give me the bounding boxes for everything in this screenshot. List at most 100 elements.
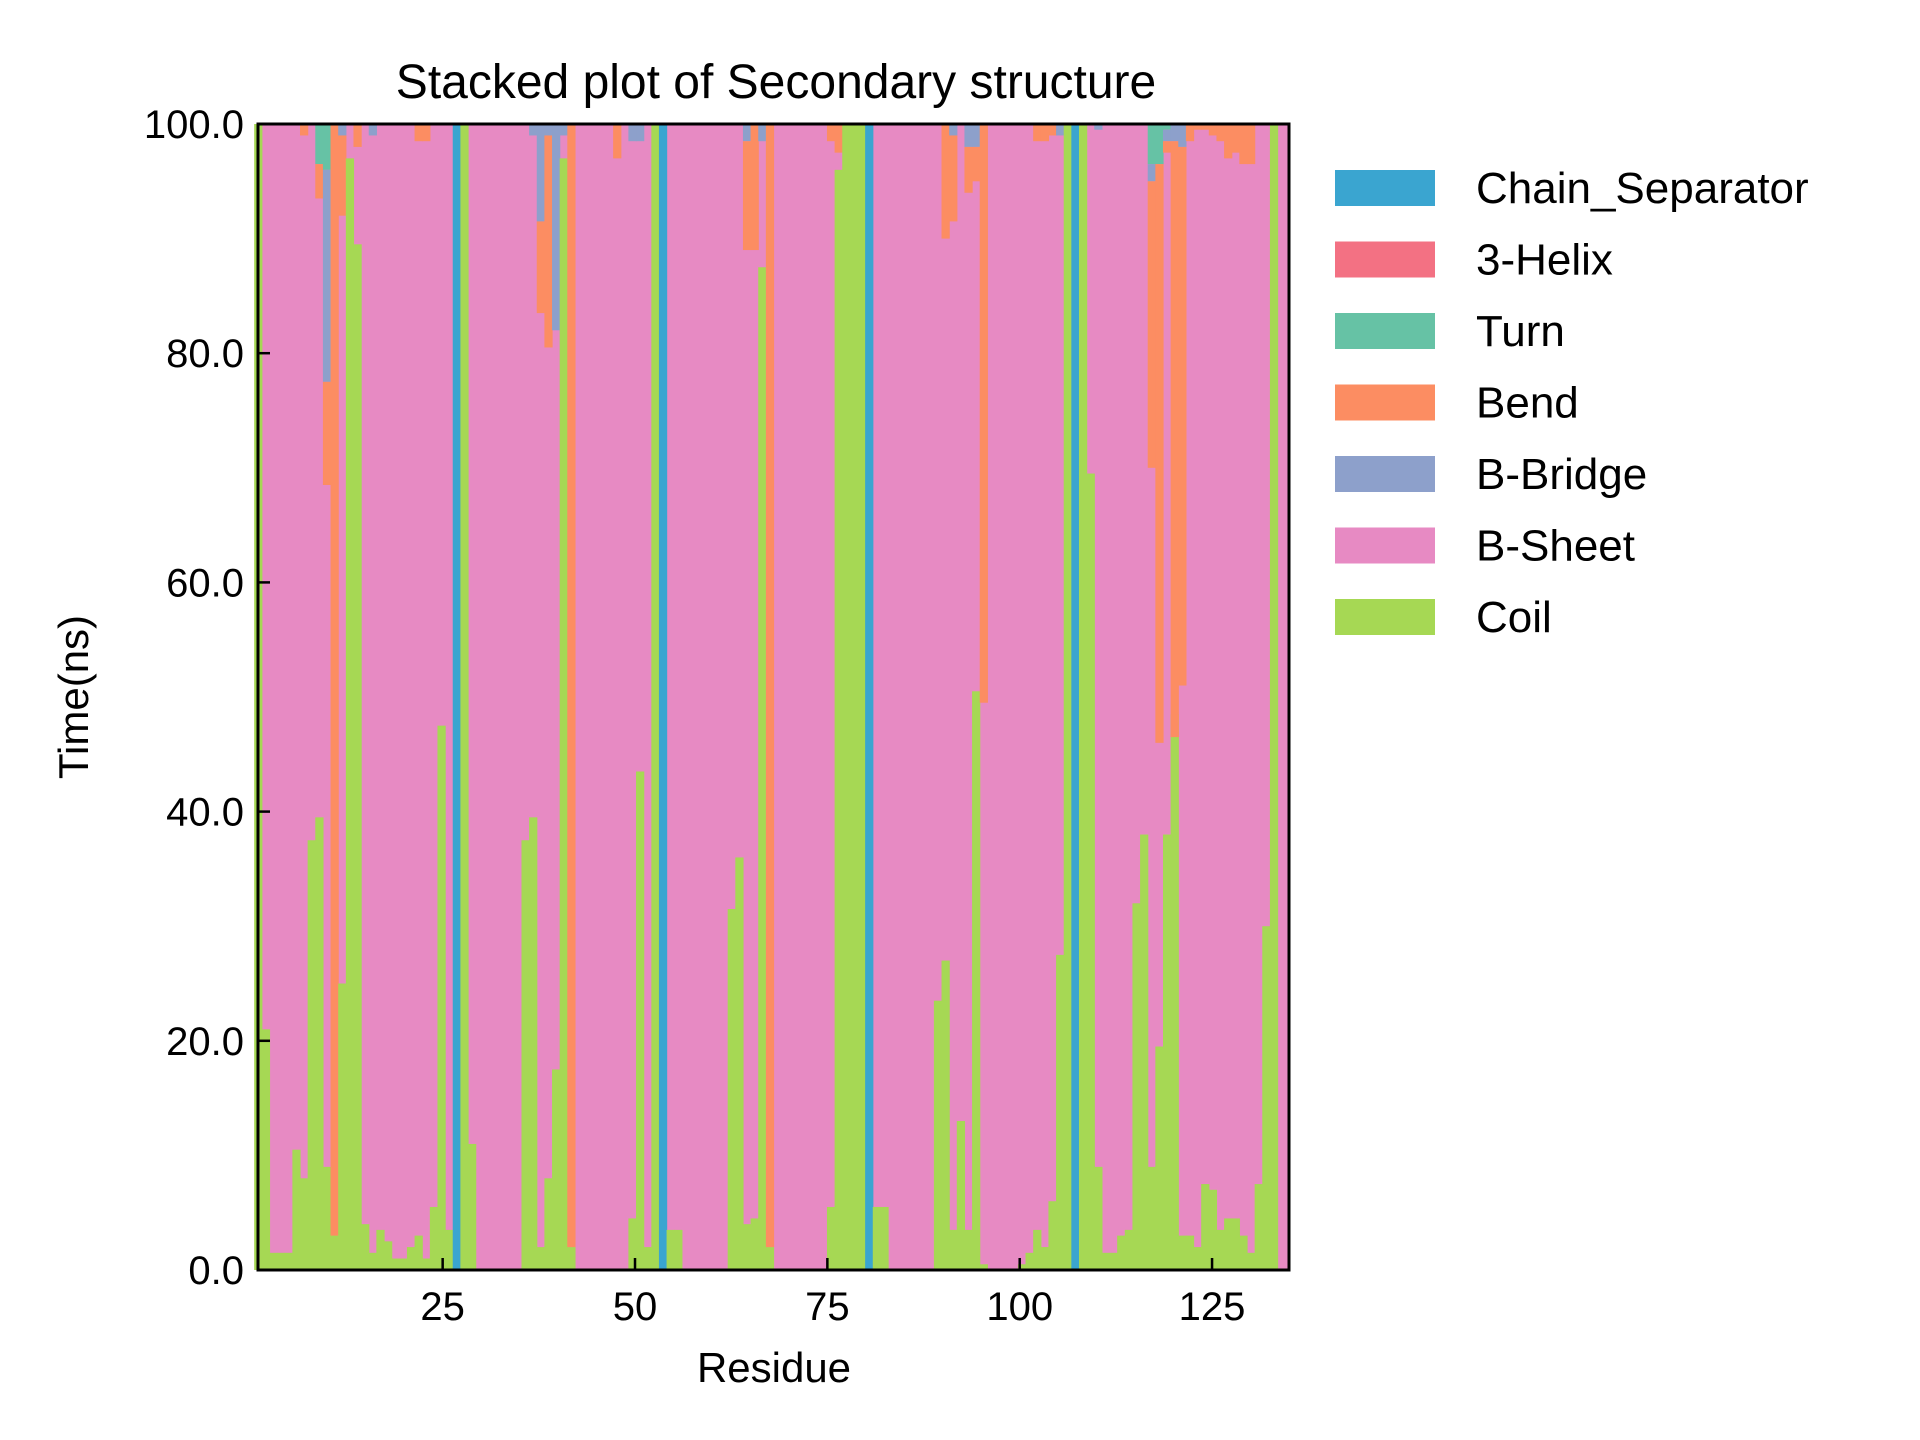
bar-bend	[1040, 124, 1050, 142]
y-axis-ticks: 0.0 20.0 40.0 60.0 80.0 100.0	[144, 103, 270, 1293]
bar-coil	[1170, 714, 1179, 1270]
bar-bend	[1155, 164, 1164, 743]
bar-coil	[674, 1229, 683, 1270]
bar-coil	[376, 1229, 385, 1270]
bar-coil	[964, 1229, 973, 1270]
bar-bend	[353, 124, 362, 147]
bar-bend	[765, 124, 775, 1248]
bar-coil	[391, 1258, 400, 1270]
legend-label: Chain_Separator	[1476, 164, 1809, 213]
bar-coil	[1086, 473, 1095, 1270]
bar-b-bridge	[544, 124, 553, 136]
bar-coil	[445, 1229, 454, 1270]
bar-bend	[941, 124, 950, 239]
bar-b-bridge	[322, 169, 332, 382]
bar-bend	[972, 146, 981, 182]
x-tick-label: 75	[805, 1285, 850, 1329]
y-tick-label: 100.0	[144, 103, 244, 147]
legend-swatch	[1335, 456, 1435, 492]
bar-coil	[269, 1252, 278, 1270]
bar-coil	[972, 691, 981, 1270]
bar-b-bridge	[1170, 124, 1179, 142]
stacked-bars	[254, 124, 1279, 1271]
bar-b-bridge	[636, 124, 645, 142]
y-tick-label: 20.0	[166, 1020, 244, 1064]
bar-coil	[277, 1252, 286, 1270]
bar-coil	[956, 1121, 966, 1270]
bar-coil	[727, 909, 736, 1270]
bar-turn	[1155, 124, 1164, 165]
legend-label: 3-Helix	[1476, 236, 1613, 285]
bar-bend	[1147, 181, 1156, 468]
bar-coil	[1155, 1046, 1164, 1270]
bar-coil	[941, 960, 950, 1270]
bar-bend	[826, 124, 836, 142]
bar-coil	[1140, 834, 1149, 1270]
bar-coil	[384, 1241, 393, 1270]
bar-b-bridge	[1147, 164, 1156, 182]
bar-coil	[353, 244, 362, 1271]
bar-bend	[964, 146, 973, 193]
bar-turn	[322, 124, 332, 170]
bar-coil	[261, 1029, 271, 1270]
y-axis-label: Time(ns)	[50, 615, 97, 779]
bar-coil	[1201, 1184, 1210, 1270]
bar-b-bridge	[1162, 129, 1172, 142]
x-tick-label: 25	[420, 1285, 465, 1329]
y-tick-label: 80.0	[166, 332, 244, 376]
legend-swatch	[1335, 313, 1435, 349]
bar-bend	[422, 124, 431, 142]
bar-coil	[750, 1218, 759, 1270]
bar-b-bridge	[1056, 124, 1065, 136]
bar-coil	[338, 983, 347, 1270]
bar-bend	[1193, 124, 1202, 130]
bar-coil	[322, 1166, 332, 1270]
bar-bend	[1162, 141, 1172, 153]
bar-b-bridge	[552, 124, 561, 331]
bar-coil	[1094, 1166, 1103, 1270]
bar-coil	[1040, 1247, 1050, 1270]
bar-b-bridge	[1178, 124, 1187, 147]
bar-coil	[460, 124, 469, 1270]
bar-coil	[1224, 1218, 1233, 1270]
bar-bend	[1170, 141, 1179, 738]
bar-bend	[834, 124, 843, 153]
bar-coil	[468, 1143, 477, 1270]
bar-bend	[338, 135, 347, 216]
bar-coil	[536, 1247, 545, 1270]
bar-coil	[1193, 1247, 1202, 1270]
bar-turn	[1162, 124, 1172, 130]
bar-coil	[559, 158, 568, 1270]
bar-bend	[1178, 146, 1187, 686]
bar-coil	[1017, 1264, 1027, 1270]
bar-bend	[315, 164, 324, 199]
bar-coil	[628, 1218, 637, 1270]
bar-coil	[1185, 1235, 1195, 1270]
legend-swatch	[1335, 170, 1435, 206]
bar-b-bridge	[1094, 124, 1103, 130]
bar-bend	[1231, 124, 1240, 153]
bar-b-bridge	[972, 124, 981, 147]
bar-bend	[1185, 124, 1195, 142]
legend-label: Bend	[1476, 379, 1579, 428]
bar-bend	[742, 141, 752, 251]
bar-coil	[1101, 1252, 1111, 1270]
bar-coil	[1147, 1166, 1156, 1270]
bar-b-bridge	[559, 124, 568, 136]
bar-bend	[300, 124, 309, 136]
bar-chain-separator	[452, 124, 461, 1270]
x-axis-ticks: 25 50 75 100 125	[420, 1258, 1245, 1329]
bar-coil	[292, 1149, 301, 1270]
bar-coil	[872, 1206, 882, 1270]
bar-b-bridge	[536, 124, 545, 222]
x-tick-label: 50	[613, 1285, 658, 1329]
bar-bend	[1224, 124, 1233, 159]
bar-coil	[422, 1258, 431, 1270]
bar-bend	[567, 124, 576, 1248]
bar-coil	[361, 1224, 370, 1270]
chart-title: Stacked plot of Secondary structure	[396, 56, 1156, 109]
bar-coil	[933, 1000, 943, 1270]
x-tick-label: 125	[1179, 1285, 1246, 1329]
bar-chain-separator	[1071, 124, 1080, 1270]
bar-b-bridge	[628, 124, 637, 142]
